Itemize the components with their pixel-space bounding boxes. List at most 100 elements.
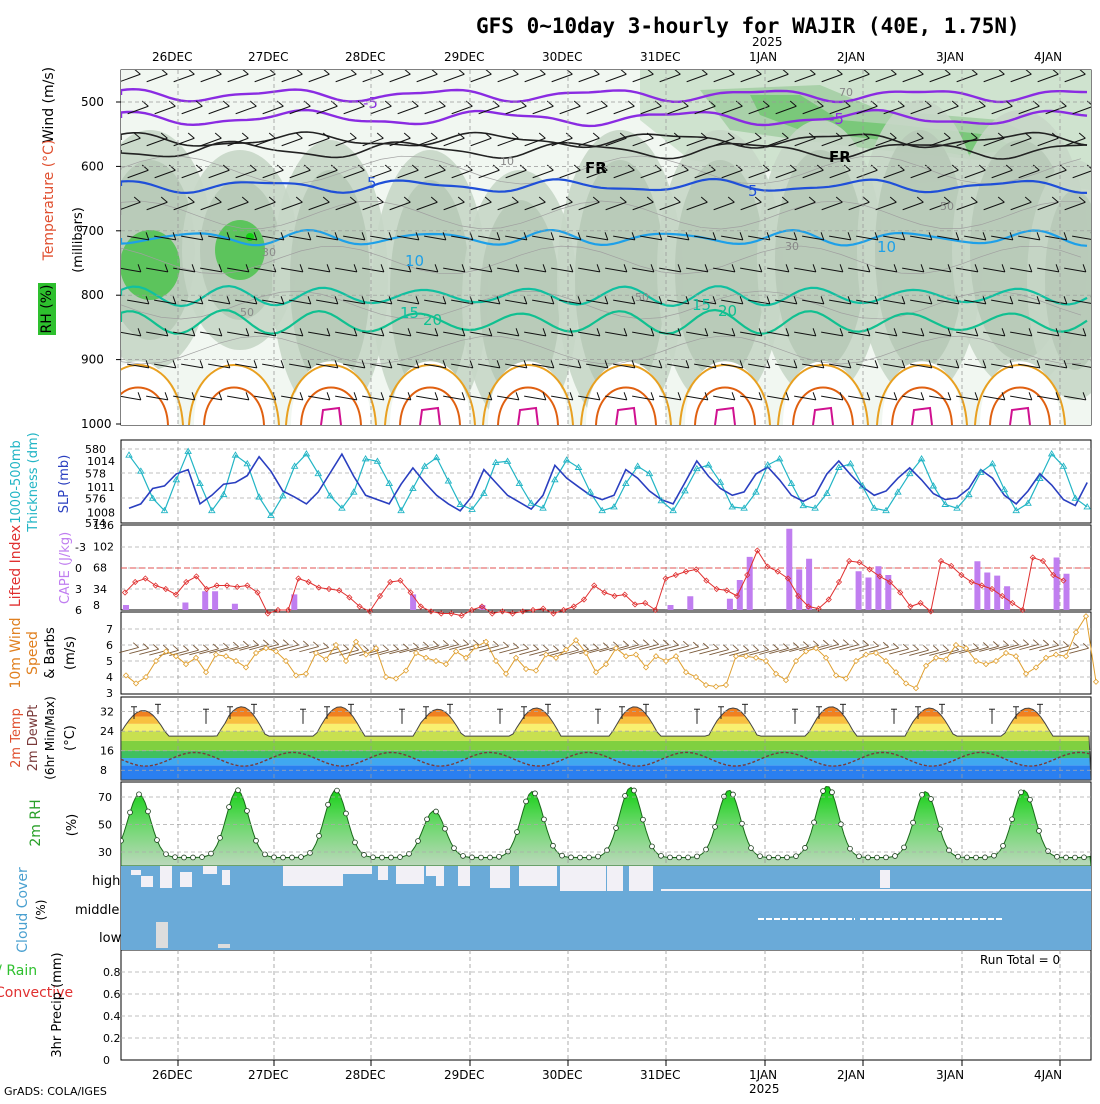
barb-shaft — [1072, 169, 1091, 179]
barb-flag — [137, 264, 142, 273]
cape-bar — [796, 569, 803, 610]
barb-shaft — [181, 169, 203, 179]
wind-10m-barb-shaft — [509, 648, 529, 655]
wind-barb — [559, 232, 582, 241]
wind-10m-barb — [829, 639, 849, 651]
wind-10m-barb-flag — [422, 641, 429, 648]
lifted-index-point — [580, 596, 588, 603]
barb-flag — [920, 328, 925, 337]
barb-flag — [388, 360, 393, 369]
rh-point — [595, 853, 601, 860]
barb-shaft — [632, 73, 654, 83]
wind-10m-barb-shaft — [919, 649, 939, 657]
barb-shaft — [173, 331, 195, 337]
wind-10m-barb — [689, 642, 709, 654]
thickness-point — [728, 503, 737, 510]
thickness-point — [905, 469, 914, 477]
wind-speed-point — [442, 661, 450, 668]
wind-10m-barb-flag — [362, 645, 369, 651]
barb-flag — [133, 70, 141, 75]
barb-flag — [457, 196, 465, 203]
barb-flag — [623, 392, 628, 401]
wind-10m-barb-flag — [232, 641, 239, 648]
rh-point — [829, 789, 835, 796]
wind-barb — [1018, 164, 1040, 179]
wind-barb — [416, 70, 438, 83]
date-label-bottom: 30DEC — [542, 1068, 582, 1082]
barb-flag — [812, 264, 817, 273]
wind-10m-barb-flag — [472, 639, 479, 645]
wind-10m-barb-shaft — [309, 647, 329, 654]
wind-10m-barb-shaft — [859, 645, 879, 652]
wind-10m-barb — [619, 639, 639, 651]
date-label-bottom: 3JAN — [936, 1068, 964, 1082]
barb-flag — [353, 328, 358, 337]
barb-flag — [1036, 232, 1041, 241]
rh-point — [982, 854, 988, 861]
thickness-point — [420, 462, 429, 469]
wind-speed-point — [922, 662, 930, 669]
rh-point — [622, 793, 628, 799]
barb-flag — [226, 232, 231, 241]
temp-contour-20 — [121, 308, 1088, 335]
wind-barb — [1018, 232, 1041, 241]
barb-flag — [1078, 70, 1086, 75]
rh-point — [244, 808, 250, 814]
wind-10m-barb — [709, 644, 729, 656]
rh-point — [190, 854, 196, 861]
lifted-index-point — [1009, 599, 1016, 607]
thickness-point — [894, 488, 902, 495]
wind-barb — [1037, 196, 1059, 211]
rh-point — [784, 854, 790, 861]
barb-shaft — [721, 105, 743, 115]
barb-flag — [280, 296, 285, 305]
wind-10m-barb — [539, 645, 559, 656]
barb-shaft — [902, 201, 924, 211]
barb-shaft — [200, 73, 222, 83]
wind-10m-barb-flag — [942, 645, 949, 651]
barb-flag — [299, 392, 304, 401]
wind-speed-point — [992, 657, 1000, 665]
wind-barb — [121, 392, 142, 401]
barb-flag — [492, 164, 500, 171]
wind-10m-barb-shaft — [429, 644, 449, 651]
wind-barb — [848, 392, 871, 401]
barb-shaft — [146, 137, 168, 147]
barb-shaft — [173, 201, 195, 211]
wind-10m-barb-shaft — [719, 649, 739, 656]
wind-10m-barb-flag — [922, 645, 929, 651]
wind-10m-barb — [439, 639, 459, 651]
wind-barb — [424, 296, 447, 305]
wind-barb — [775, 100, 797, 115]
wind-speed-point — [492, 657, 500, 665]
wind-barb — [262, 164, 284, 179]
wind-10m-barb-shaft — [379, 649, 399, 656]
barb-shaft — [929, 331, 951, 337]
wind-barb — [173, 264, 196, 273]
barb-shaft — [902, 267, 924, 273]
rh-point — [712, 824, 718, 830]
cloud-gap — [458, 866, 470, 886]
barb-shaft — [559, 169, 581, 179]
barb-flag — [488, 392, 493, 401]
barb-shaft — [1018, 299, 1040, 305]
barb-flag — [249, 100, 257, 107]
wind-speed-point — [892, 669, 900, 676]
barb-flag — [1055, 392, 1060, 401]
wind-10m-barb-shaft — [639, 643, 659, 651]
barb-shaft — [848, 137, 870, 147]
barb-flag — [835, 132, 843, 139]
wind-10m-barb-flag — [162, 644, 169, 651]
freezing-level-2 — [121, 140, 1088, 160]
wind-10m-barb — [509, 643, 529, 655]
wind-barb — [767, 70, 789, 83]
thickness-point — [633, 462, 642, 469]
thickness-point — [409, 484, 417, 491]
wind-barb — [1010, 70, 1032, 83]
wind-10m-barb — [559, 644, 579, 656]
wind-10m-barb-flag — [252, 640, 259, 646]
temp-label-2: 2m DewPt — [26, 705, 41, 772]
barb-flag — [592, 196, 600, 203]
